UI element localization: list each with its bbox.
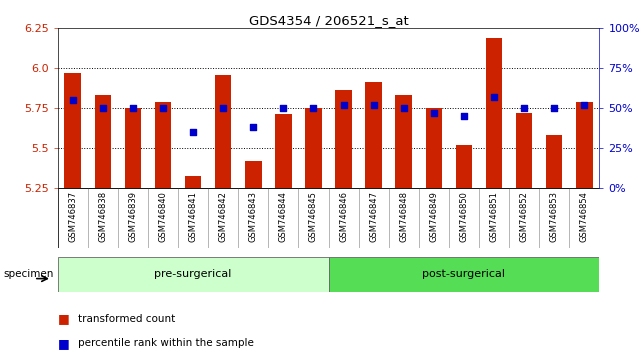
Text: GSM746851: GSM746851	[490, 190, 499, 241]
Point	[579, 102, 590, 108]
Point	[459, 113, 469, 119]
Text: GSM746847: GSM746847	[369, 190, 378, 242]
Text: GSM746837: GSM746837	[68, 190, 77, 242]
Text: GSM746852: GSM746852	[520, 190, 529, 241]
Text: GSM746850: GSM746850	[460, 190, 469, 241]
Bar	[305, 108, 322, 188]
Text: GSM746846: GSM746846	[339, 190, 348, 242]
Point	[158, 105, 168, 111]
Point	[67, 97, 78, 103]
Bar	[486, 38, 503, 188]
Text: GSM746840: GSM746840	[158, 190, 167, 241]
Text: post-surgerical: post-surgerical	[422, 269, 505, 279]
Point	[338, 102, 349, 108]
Text: transformed count: transformed count	[78, 314, 176, 324]
Bar	[215, 75, 231, 188]
Point	[429, 110, 439, 116]
Text: specimen: specimen	[3, 269, 54, 279]
Bar	[65, 73, 81, 188]
Text: pre-surgerical: pre-surgerical	[154, 269, 232, 279]
Point	[369, 102, 379, 108]
Point	[519, 105, 529, 111]
Title: GDS4354 / 206521_s_at: GDS4354 / 206521_s_at	[249, 14, 408, 27]
Text: GSM746844: GSM746844	[279, 190, 288, 241]
Text: GSM746838: GSM746838	[98, 190, 107, 242]
Text: GSM746849: GSM746849	[429, 190, 438, 241]
Point	[278, 105, 288, 111]
Bar	[275, 114, 292, 188]
Bar	[245, 161, 262, 188]
Text: GSM746848: GSM746848	[399, 190, 408, 242]
Point	[97, 105, 108, 111]
Bar	[58, 257, 328, 292]
Text: ■: ■	[58, 337, 69, 350]
Point	[549, 105, 560, 111]
Bar	[328, 257, 599, 292]
Point	[188, 129, 198, 135]
Text: ■: ■	[58, 312, 69, 325]
Bar	[124, 108, 141, 188]
Point	[308, 105, 319, 111]
Bar	[335, 91, 352, 188]
Bar	[516, 113, 533, 188]
Text: GSM746842: GSM746842	[219, 190, 228, 241]
Text: GSM746854: GSM746854	[580, 190, 589, 241]
Text: GSM746839: GSM746839	[128, 190, 137, 242]
Point	[248, 124, 258, 130]
Text: percentile rank within the sample: percentile rank within the sample	[78, 338, 254, 348]
Text: GSM746853: GSM746853	[550, 190, 559, 242]
Bar	[456, 145, 472, 188]
Text: GSM746841: GSM746841	[188, 190, 197, 241]
Bar	[95, 95, 111, 188]
Point	[128, 105, 138, 111]
Bar	[546, 135, 562, 188]
Text: GSM746845: GSM746845	[309, 190, 318, 241]
Point	[489, 94, 499, 100]
Point	[218, 105, 228, 111]
Bar	[365, 82, 382, 188]
Bar	[185, 176, 201, 188]
Bar	[154, 102, 171, 188]
Bar	[576, 102, 592, 188]
Bar	[426, 108, 442, 188]
Text: GSM746843: GSM746843	[249, 190, 258, 242]
Bar	[395, 95, 412, 188]
Point	[399, 105, 409, 111]
